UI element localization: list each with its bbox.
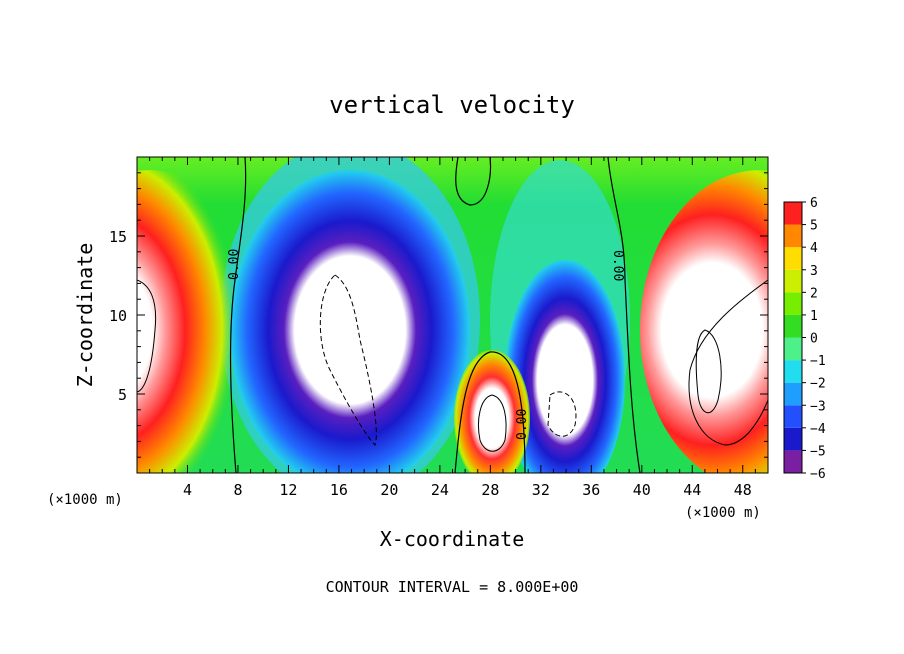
negative-contour-center [319, 274, 377, 446]
colorbar-swatch [784, 314, 802, 338]
plot-area: 0.00 0.00 0.00 [137, 157, 768, 473]
colorbar-swatch [784, 450, 802, 473]
contour-label-right: 0.00 [610, 250, 625, 281]
y-axis: 5 10 15 [109, 172, 768, 458]
y-tick-label: 15 [109, 228, 127, 246]
y-axis-label: Z-coordinate [73, 243, 97, 388]
colorbar-label: −1 [810, 354, 826, 369]
colorbar-label: 1 [810, 309, 818, 324]
x-tick-label: 16 [330, 481, 348, 499]
zero-contour-left [229, 157, 247, 473]
colorbar-label: 4 [810, 241, 818, 256]
colorbar-label: 2 [810, 286, 818, 301]
colorbar-label: −5 [810, 444, 826, 459]
colorbar-label: 0 [810, 332, 818, 347]
x-tick-label: 28 [481, 481, 499, 499]
colorbar-label: 6 [810, 196, 818, 211]
x-tick-label: 36 [582, 481, 600, 499]
x-tick-label: 8 [233, 481, 242, 499]
colorbar-swatch [784, 360, 802, 383]
positive-contour-right [688, 279, 768, 446]
zero-contour-right [607, 157, 641, 473]
colorbar-label: −4 [810, 422, 826, 437]
field-hot-left [137, 170, 260, 473]
positive-contour-left [137, 279, 157, 393]
x-tick-label: 12 [279, 481, 297, 499]
x-tick-label: 32 [532, 481, 550, 499]
colorbar-swatch [784, 405, 802, 428]
contour-label-middle: 0.00 [515, 409, 530, 440]
x-axis-label: X-coordinate [380, 527, 525, 551]
colorbar-label: 3 [810, 264, 818, 279]
colorbar-label: −3 [810, 399, 826, 414]
colorbar-swatch [784, 247, 802, 270]
colorbar-swatch [784, 202, 802, 225]
y-tick-label: 5 [118, 386, 127, 404]
x-tick-label: 44 [683, 481, 701, 499]
positive-contour-small [478, 394, 507, 452]
contour-label-left: 0.00 [227, 249, 242, 280]
y-tick-label: 10 [109, 307, 127, 325]
field-cold-right [505, 260, 625, 473]
field-cold-center [230, 170, 470, 473]
colorbar-swatch [784, 292, 802, 315]
colorbar-swatch [784, 382, 802, 406]
x-tick-label: 20 [380, 481, 398, 499]
colorbar: 6 5 4 3 2 1 0 −1 −2 −3 −4 −5 −6 [783, 196, 826, 482]
x-tick-label: 40 [633, 481, 651, 499]
x-tick-label: 24 [431, 481, 449, 499]
x-unit-left: (×1000 m) [47, 492, 123, 508]
colorbar-label: 5 [810, 219, 818, 234]
x-tick-label: 48 [734, 481, 752, 499]
chart-title: vertical velocity [329, 91, 575, 119]
colorbar-label: −2 [810, 377, 826, 392]
colorbar-swatch [784, 427, 802, 451]
field-hot-small [454, 350, 530, 473]
negative-contour-right [547, 391, 577, 437]
contour-interval-note: CONTOUR INTERVAL = 8.000E+00 [326, 578, 579, 596]
colorbar-swatch [784, 337, 802, 361]
zero-contour-top [455, 157, 492, 206]
colorbar-swatch [784, 269, 802, 293]
x-unit-right: (×1000 m) [685, 505, 761, 521]
x-axis: 4 8 12 16 20 24 28 32 36 40 44 48 [149, 157, 756, 499]
positive-contour-right-inner [695, 329, 722, 413]
field-hot-right [640, 170, 768, 473]
colorbar-label: −6 [810, 467, 826, 482]
zero-contour-middle [454, 351, 526, 473]
colorbar-swatch [784, 224, 802, 248]
x-tick-label: 4 [183, 481, 192, 499]
